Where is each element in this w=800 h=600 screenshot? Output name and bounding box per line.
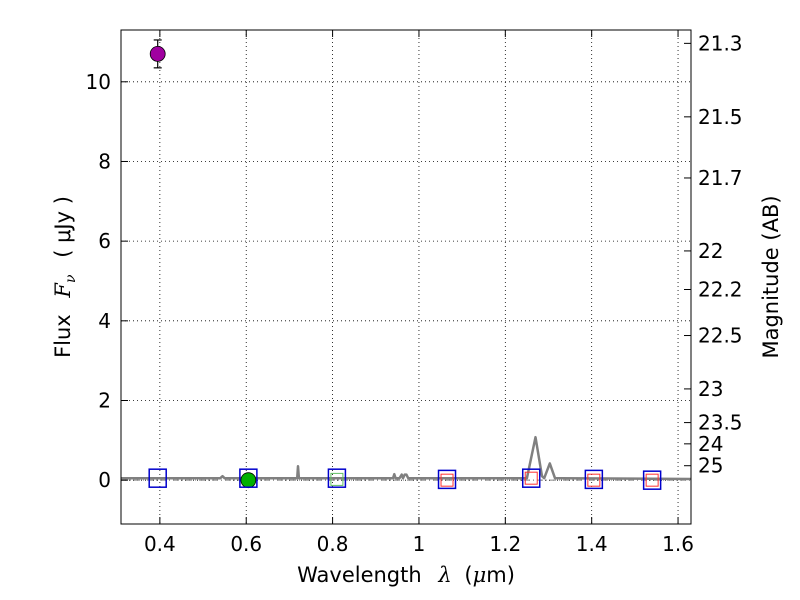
y2-tick-label: 22 <box>698 239 723 263</box>
x-tick-label: 1.6 <box>662 532 694 556</box>
model-photometry-marker <box>521 468 541 488</box>
y-tick-label: 10 <box>86 70 111 94</box>
y2-tick-label: 24 <box>698 432 723 456</box>
x-axis-label-unit-mu: μ <box>473 563 487 587</box>
x-tick-label: 0.4 <box>144 532 176 556</box>
y2-tick-label: 21.7 <box>698 166 743 190</box>
y-axis-label-subscript: ν <box>63 274 79 283</box>
y-tick-label: 4 <box>98 309 111 333</box>
plot-frame <box>120 29 692 525</box>
marker-group <box>148 39 662 490</box>
model-photometry-marker <box>148 468 167 488</box>
model-spectrum-group <box>121 435 692 481</box>
y2-tick-label: 23 <box>698 377 723 401</box>
y-tick-label: 6 <box>98 229 111 253</box>
axis-ticks: 0.4 0.6 0.8 1 1.2 1.4 1.6024681021.321.521.722… <box>86 30 743 556</box>
model-photometry-marker <box>327 468 347 488</box>
grid-lines <box>121 30 691 524</box>
x-axis-label-unit-prefix: ( <box>464 563 472 587</box>
detection-point <box>149 46 166 62</box>
upper-limit-marker <box>330 472 344 486</box>
y2-axis-label: Magnitude (AB) <box>759 195 783 358</box>
x-axis-label-symbol: λ <box>437 563 451 587</box>
y2-tick-label: 25 <box>698 454 723 478</box>
y2-tick-label: 21.5 <box>698 105 743 129</box>
upper-limit-marker <box>524 471 538 485</box>
model-photometry-marker <box>642 470 662 490</box>
y-tick-label: 0 <box>98 468 111 492</box>
y2-tick-label: 21.3 <box>698 31 743 55</box>
y-axis-label-prefix: Flux <box>51 314 75 358</box>
x-axis-label-prefix: Wavelength <box>297 563 422 587</box>
model-photometry-marker <box>437 469 457 490</box>
y-axis-label-unit: ( μJy ) <box>51 196 75 258</box>
y-tick-label: 2 <box>98 389 111 413</box>
y-axis-label: Flux Fν ( μJy ) <box>51 196 80 358</box>
upper-limit-marker <box>440 473 454 487</box>
model-photometry-marker <box>584 469 604 490</box>
model-photometry-marker <box>239 468 258 488</box>
x-tick-label: 1.4 <box>576 532 608 556</box>
x-tick-label: 1.2 <box>489 532 521 556</box>
x-tick-label: 0.6 <box>230 532 262 556</box>
upper-limit-marker <box>645 473 659 487</box>
x-tick-label: 1 <box>413 532 426 556</box>
x-axis-label: Wavelength λ (μm) <box>297 563 515 587</box>
detection-point <box>240 472 257 489</box>
y-axis-label-symbol: F <box>51 282 75 299</box>
y2-tick-label: 23.5 <box>698 411 743 435</box>
y-tick-label: 8 <box>98 149 111 173</box>
x-axis-label-unit-rest: m) <box>486 563 515 587</box>
y2-tick-label: 22.2 <box>698 277 743 301</box>
y2-tick-label: 22.5 <box>698 324 743 348</box>
x-tick-label: 0.8 <box>317 532 349 556</box>
upper-limit-marker <box>587 473 601 487</box>
model-spectrum-line <box>121 435 692 481</box>
